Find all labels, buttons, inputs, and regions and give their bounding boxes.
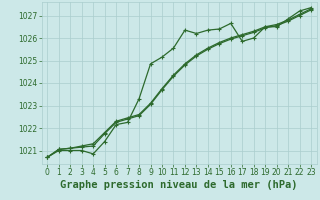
X-axis label: Graphe pression niveau de la mer (hPa): Graphe pression niveau de la mer (hPa) xyxy=(60,180,298,190)
